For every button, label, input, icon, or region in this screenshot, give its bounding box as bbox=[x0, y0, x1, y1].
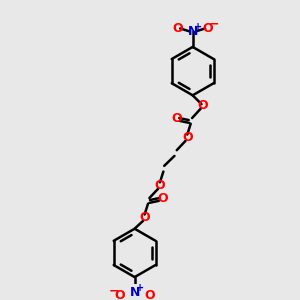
Text: O: O bbox=[171, 112, 182, 124]
Text: +: + bbox=[136, 284, 144, 293]
Text: O: O bbox=[197, 99, 208, 112]
Text: O: O bbox=[144, 289, 155, 300]
Text: −: − bbox=[208, 18, 219, 31]
Text: O: O bbox=[182, 131, 193, 144]
Text: N: N bbox=[129, 286, 140, 299]
Text: N: N bbox=[188, 25, 198, 38]
Text: O: O bbox=[154, 179, 165, 192]
Text: O: O bbox=[157, 191, 167, 205]
Text: +: + bbox=[194, 22, 202, 32]
Text: O: O bbox=[139, 211, 150, 224]
Text: O: O bbox=[172, 22, 183, 35]
Text: O: O bbox=[202, 22, 213, 35]
Text: O: O bbox=[115, 289, 125, 300]
Text: −: − bbox=[108, 285, 119, 298]
